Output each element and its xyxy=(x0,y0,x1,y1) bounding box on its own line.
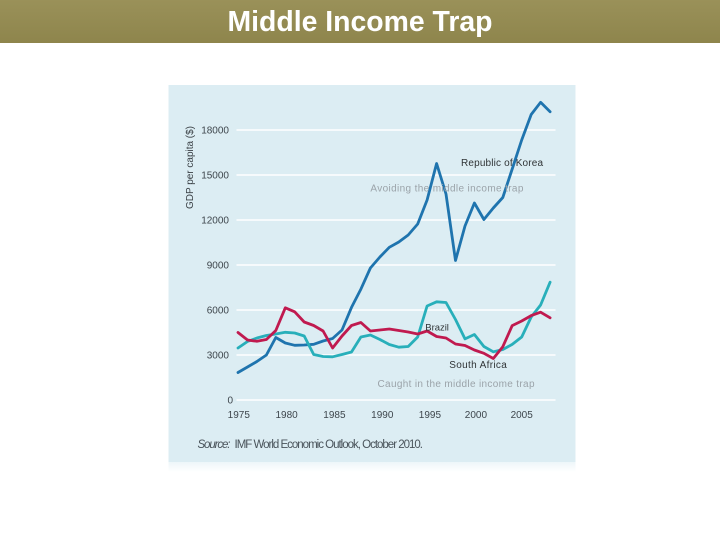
svg-text:2005: 2005 xyxy=(511,410,534,421)
svg-text:9000: 9000 xyxy=(207,261,230,272)
svg-text:1975: 1975 xyxy=(228,410,251,421)
svg-text:Brazil: Brazil xyxy=(425,322,449,333)
svg-text:Source:: Source: xyxy=(198,439,231,451)
svg-text:GDP per capita ($): GDP per capita ($) xyxy=(185,126,196,209)
svg-text:3000: 3000 xyxy=(207,351,230,362)
svg-text:18000: 18000 xyxy=(201,126,229,137)
svg-text:12000: 12000 xyxy=(201,216,229,227)
svg-text:Avoiding the middle income tra: Avoiding the middle income trap xyxy=(370,184,523,195)
svg-text:Caught in the middle income tr: Caught in the middle income trap xyxy=(378,379,535,390)
svg-text:Republic of Korea: Republic of Korea xyxy=(461,158,543,169)
svg-text:0: 0 xyxy=(227,396,233,407)
svg-text:IMF World Economic Outlook, Oc: IMF World Economic Outlook, October 2010… xyxy=(235,439,424,451)
svg-text:15000: 15000 xyxy=(201,171,229,182)
svg-text:1980: 1980 xyxy=(275,410,298,421)
svg-text:1995: 1995 xyxy=(419,410,442,421)
svg-text:South Africa: South Africa xyxy=(449,360,507,371)
svg-text:2000: 2000 xyxy=(465,410,488,421)
svg-text:1985: 1985 xyxy=(323,410,346,421)
svg-text:6000: 6000 xyxy=(207,306,230,317)
svg-text:Middle Income Trap: Middle Income Trap xyxy=(228,6,493,38)
svg-text:1990: 1990 xyxy=(371,410,394,421)
